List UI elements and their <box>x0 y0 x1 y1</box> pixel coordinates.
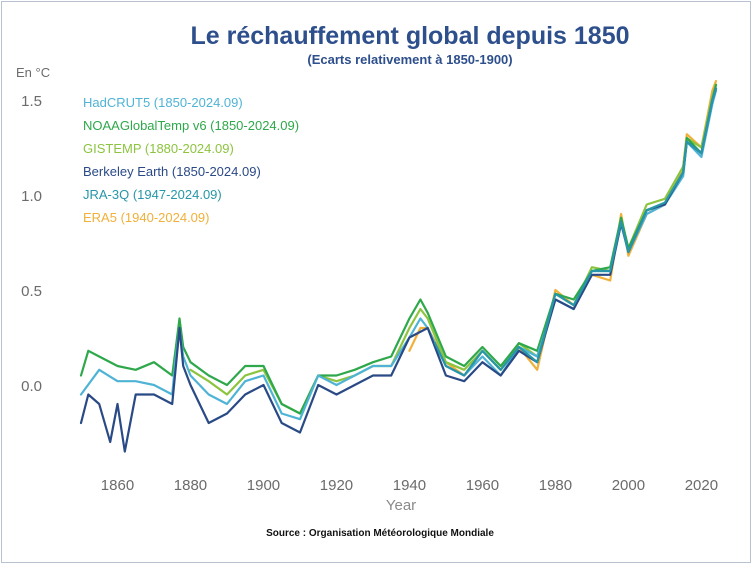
chart-subtitle: (Ecarts relativement à 1850-1900) <box>307 52 513 67</box>
chart-title: Le réchauffement global depuis 1850 <box>190 22 630 50</box>
legend-entry: HadCRUT5 (1850-2024.09) <box>83 95 243 110</box>
x-tick-label: 1920 <box>320 477 353 494</box>
legend-entry: Berkeley Earth (1850-2024.09) <box>83 164 261 179</box>
x-tick-label: 1900 <box>247 477 280 494</box>
x-tick-label: 1880 <box>174 477 207 494</box>
x-tick-label: 1940 <box>393 477 426 494</box>
legend-entry: JRA-3Q (1947-2024.09) <box>83 187 222 202</box>
x-tick-label: 2000 <box>612 477 645 494</box>
series-line-4 <box>433 87 718 377</box>
series-line-2 <box>189 83 718 415</box>
series-line-5 <box>408 79 718 377</box>
legend-entry: ERA5 (1940-2024.09) <box>83 210 209 225</box>
source-note: Source : Organisation Météorologique Mon… <box>266 528 494 539</box>
legend-entry: GISTEMP (1880-2024.09) <box>83 141 234 156</box>
x-tick-label: 1960 <box>466 477 499 494</box>
y-tick-label: 1.5 <box>21 93 42 110</box>
x-axis-label: Year <box>386 497 416 514</box>
y-axis-unit: En °C <box>16 65 50 80</box>
y-tick-label: 1.0 <box>21 188 42 205</box>
x-tick-label: 2020 <box>685 477 718 494</box>
y-tick-label: 0.0 <box>21 378 42 395</box>
x-tick-label: 1980 <box>539 477 572 494</box>
x-tick-label: 1860 <box>101 477 134 494</box>
legend-entry: NOAAGlobalTemp v6 (1850-2024.09) <box>83 118 299 133</box>
y-tick-label: 0.5 <box>21 283 42 300</box>
